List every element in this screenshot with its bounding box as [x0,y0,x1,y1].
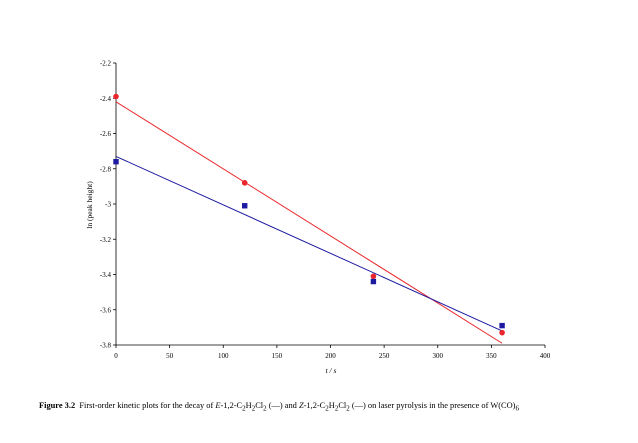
x-tick-label: 350 [486,352,497,360]
plot-axes [113,62,546,348]
caption-sub: 2 [242,404,246,413]
caption-text: (—) on laser pyrolysis in the presence o… [349,401,516,410]
caption-text: H [245,401,252,410]
caption-isomer-z: Z [298,401,304,410]
fit-lines [115,101,503,344]
data-point-square [370,278,377,285]
data-point-square [113,159,119,165]
x-tick-label: 400 [540,352,551,360]
caption-text: Cl [338,401,347,410]
y-tick-label: -3 [105,201,111,209]
x-tick-label: 100 [218,352,229,360]
y-tick-label: -2.6 [100,130,112,138]
x-axis-title: t / s [326,366,337,375]
tick-labels: 0 50 100 150 200 250 300 350 400 -2.2 -2.4 -2.6 -2.8… [100,60,551,361]
caption-text: Cl [255,401,264,410]
y-tick-label: -3.2 [100,236,112,244]
data-point-circle [370,273,377,280]
data-points [113,93,505,336]
y-tick-label: -2.2 [100,60,112,68]
data-point-circle [241,180,248,186]
caption-isomer-e: E [215,401,221,410]
fit-line-1 [115,101,503,344]
x-tick-label: 200 [325,352,336,360]
caption-text: -1,2-C [303,401,326,410]
caption-text: H [328,401,335,410]
caption-sub: 2 [346,404,350,413]
x-tick-label: 0 [114,352,118,360]
caption-sub: 2 [263,404,267,413]
y-tick-label: -3.8 [100,342,112,350]
data-point-circle [113,93,119,100]
caption-sub: 2 [325,404,329,413]
x-tick-label: 150 [272,352,283,360]
kinetic-plot: 0 50 100 150 200 250 300 350 400 -2.2 -2.4 -2.6 -2.8… [85,60,551,376]
caption-label: Figure 3.2 [39,401,76,410]
caption-text: First-order kinetic plots for the decay … [79,401,216,410]
x-tick-label: 250 [379,352,390,360]
caption-sub: 2 [334,404,339,413]
x-tick-label: 300 [433,352,444,360]
y-tick-label: -2.4 [100,95,112,103]
y-tick-label: -3.4 [100,271,112,279]
caption-text: -1,2-C [220,401,243,410]
y-tick-label: -2.8 [100,165,112,173]
caption-sub: 6 [515,404,519,413]
fit-line-2 [115,155,503,332]
figure-caption: Figure 3.2 First-order kinetic plots for… [39,401,629,413]
x-tick-label: 50 [166,352,174,360]
y-tick-label: -3.6 [100,306,112,314]
y-axis-title: ln (peak height) [85,181,94,229]
data-point-square [242,203,248,209]
caption-text: (—) and [266,401,299,410]
data-point-square [499,322,505,329]
caption-sub: 2 [251,404,256,413]
data-point-circle [499,329,505,336]
